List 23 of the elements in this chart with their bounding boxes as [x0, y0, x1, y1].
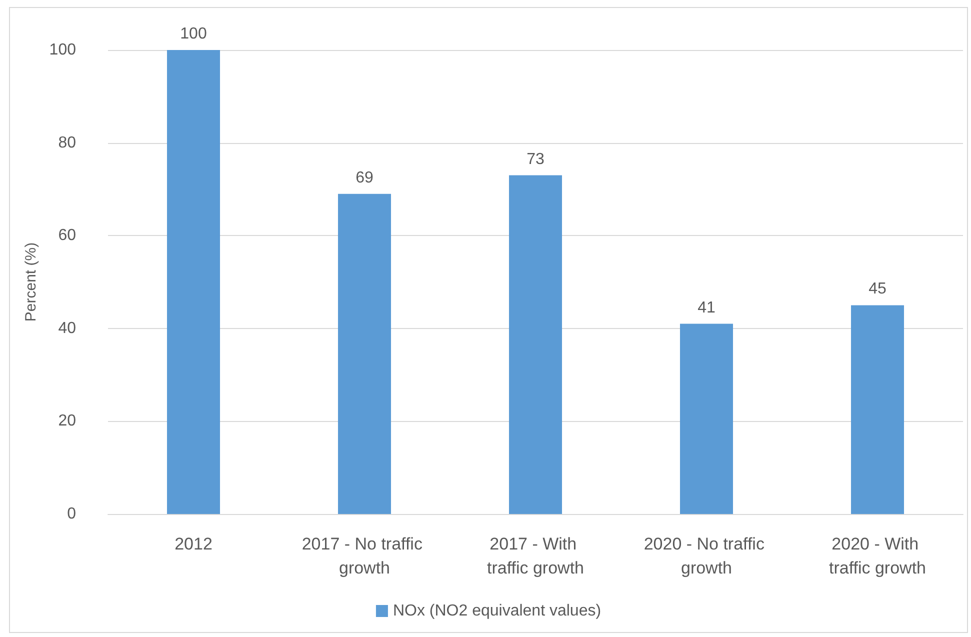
data-label: 69	[356, 169, 374, 186]
bar	[850, 305, 904, 514]
data-label: 73	[526, 150, 544, 168]
legend-label: NOx (NO2 equivalent values)	[392, 602, 602, 620]
y-tick-label: 40	[58, 320, 76, 337]
bar	[338, 194, 392, 514]
y-tick-label: 80	[58, 134, 76, 152]
bar	[166, 50, 220, 514]
data-label: 41	[698, 299, 716, 316]
y-tick-label: 60	[58, 227, 76, 244]
y-tick-label: 20	[58, 412, 76, 430]
data-label: 45	[868, 280, 886, 298]
x-tick-label: 2020 - No traffic growth	[644, 534, 770, 578]
x-tick-label: 2017 - No traffic growth	[302, 534, 428, 578]
y-tick-label: 100	[49, 42, 76, 58]
y-axis-title: Percent (%)	[22, 242, 40, 322]
data-label: 100	[180, 26, 207, 42]
x-tick-label: 2012	[174, 534, 212, 554]
bar	[680, 324, 734, 514]
y-tick-label: 0	[67, 506, 76, 522]
x-tick-label: 2020 - With traffic growth	[828, 534, 926, 578]
bar	[508, 175, 562, 514]
x-tick-label: 2017 - With traffic growth	[486, 534, 584, 578]
